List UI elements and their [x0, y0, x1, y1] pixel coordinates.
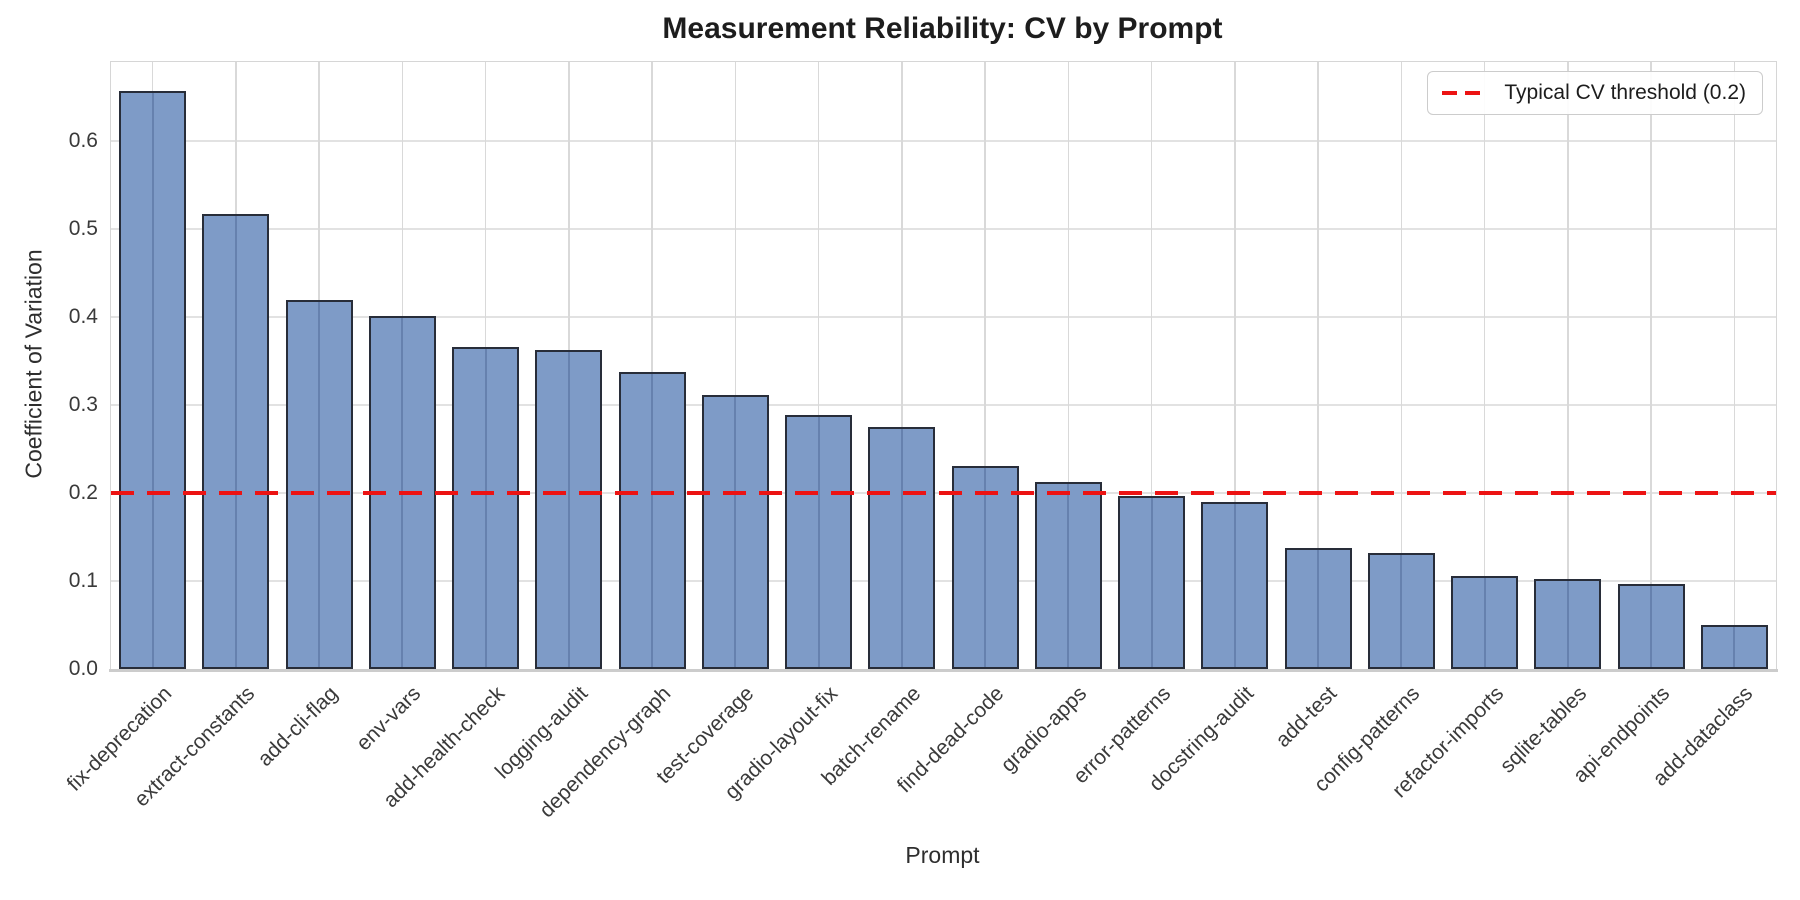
y-tick-label: 0.3: [68, 393, 98, 417]
x-gridline: [1234, 62, 1236, 669]
x-gridline: [901, 62, 903, 669]
bar-gridline-showthrough: [234, 216, 237, 667]
bar-gridline-showthrough: [984, 467, 987, 667]
y-tick-label: 0.6: [68, 129, 98, 153]
bar-error-patterns: [1118, 495, 1186, 669]
y-gridline: [111, 316, 1776, 318]
bar-add-test: [1284, 547, 1352, 669]
x-gridline: [984, 62, 986, 669]
bar-gridline-showthrough: [1400, 554, 1403, 667]
bar-gridline-showthrough: [1650, 585, 1653, 667]
x-axis-baseline: [109, 669, 1778, 672]
threshold-line: [111, 491, 1776, 496]
x-gridline: [1317, 62, 1319, 669]
bar-gridline-showthrough: [900, 429, 903, 667]
y-tick-label: 0.0: [68, 657, 98, 680]
bar-api-endpoints: [1617, 583, 1685, 669]
bar-refactor-imports: [1451, 575, 1519, 669]
bar-extract-constants: [202, 214, 270, 669]
bar-sqlite-tables: [1534, 579, 1602, 669]
x-axis-title: Prompt: [905, 842, 980, 868]
bar-batch-rename: [868, 427, 936, 669]
bar-gridline-showthrough: [484, 349, 487, 667]
legend-dashed-line-sample: [1442, 91, 1489, 95]
bar-add-health-check: [452, 347, 520, 669]
bar-gridline-showthrough: [651, 373, 654, 667]
x-gridline: [651, 62, 653, 669]
x-gridline: [817, 62, 820, 669]
bar-gradio-layout-fix: [785, 414, 853, 669]
x-gridline: [1150, 62, 1153, 669]
y-gridline: [111, 228, 1776, 230]
bar-gridline-showthrough: [1233, 503, 1236, 667]
x-gridline: [1067, 62, 1070, 669]
bar-config-patterns: [1367, 552, 1435, 669]
y-gridline: [111, 404, 1776, 406]
x-gridline: [1400, 62, 1403, 669]
y-tick-label: 0.4: [68, 305, 98, 329]
x-gridline: [1567, 62, 1569, 669]
y-axis-title: Coefficient of Variation: [20, 249, 47, 479]
bar-find-dead-code: [951, 465, 1019, 669]
bar-docstring-audit: [1201, 501, 1269, 669]
bar-gridline-showthrough: [1483, 577, 1486, 667]
y-tick-label: 0.2: [68, 481, 98, 505]
bar-fix-deprecation: [119, 91, 187, 669]
x-gridline: [734, 62, 737, 669]
bar-dependency-graph: [618, 371, 686, 669]
bar-gradio-apps: [1034, 481, 1102, 669]
legend-label: Typical CV threshold (0.2): [1504, 81, 1746, 104]
bar-logging-audit: [535, 349, 603, 669]
y-tick-label: 0.1: [68, 569, 98, 593]
chart-title: Measurement Reliability: CV by Prompt: [662, 12, 1223, 45]
bar-gridline-showthrough: [567, 351, 570, 667]
x-gridline: [1733, 62, 1736, 669]
y-gridline: [111, 140, 1776, 142]
bar-gridline-showthrough: [1566, 581, 1569, 667]
legend: Typical CV threshold (0.2): [1427, 71, 1763, 115]
bar-gridline-showthrough: [817, 416, 820, 667]
bar-gridline-showthrough: [151, 93, 154, 667]
bar-gridline-showthrough: [1067, 483, 1070, 667]
bar-gridline-showthrough: [1150, 497, 1153, 667]
x-gridline: [1650, 62, 1652, 669]
plot-area: Typical CV threshold (0.2): [109, 61, 1778, 672]
bar-gridline-showthrough: [1733, 627, 1736, 667]
x-tick-label: add-dataclass: [1648, 682, 1758, 791]
y-tick-label: 0.5: [68, 217, 98, 241]
bar-gridline-showthrough: [1317, 549, 1320, 667]
bar-add-dataclass: [1700, 625, 1768, 669]
bar-add-cli-flag: [285, 300, 353, 669]
y-gridline: [111, 580, 1776, 582]
bar-gridline-showthrough: [734, 397, 737, 667]
x-gridline: [1483, 62, 1486, 669]
bar-test-coverage: [701, 395, 769, 669]
bar-gridline-showthrough: [318, 302, 321, 667]
